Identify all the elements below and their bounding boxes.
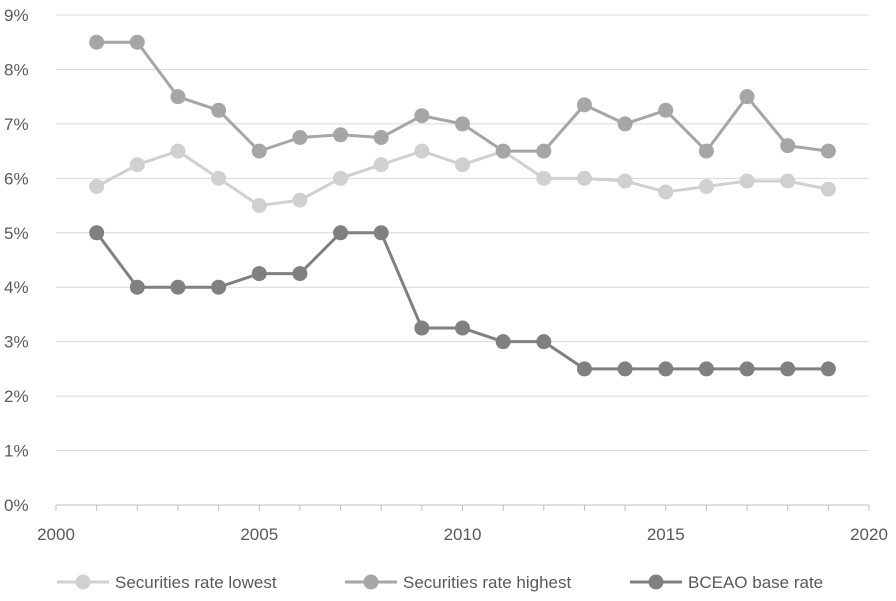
y-tick-label: 4% bbox=[4, 278, 29, 297]
y-tick-label: 9% bbox=[4, 6, 29, 25]
legend: Securities rate lowest Securities rate hi… bbox=[57, 573, 823, 592]
series-line bbox=[96, 40, 829, 153]
data-point bbox=[414, 320, 430, 336]
series-1 bbox=[89, 143, 836, 214]
data-point bbox=[495, 334, 511, 350]
data-point bbox=[739, 173, 755, 189]
data-point bbox=[211, 170, 227, 186]
legend-marker bbox=[363, 574, 379, 590]
y-axis-tick-labels: 0% 1% 2% 3% 4% 5% 6% 7% 8% 9% bbox=[4, 6, 29, 515]
series-line bbox=[95, 231, 829, 371]
data-point bbox=[129, 34, 145, 50]
data-point bbox=[211, 102, 227, 118]
data-point bbox=[698, 179, 714, 194]
data-point bbox=[455, 116, 470, 132]
y-tick-label: 8% bbox=[4, 60, 29, 79]
data-point bbox=[89, 34, 105, 50]
y-tick-label: 5% bbox=[4, 224, 29, 243]
data-point bbox=[820, 143, 836, 159]
legend-item: BCEAO base rate bbox=[630, 573, 823, 592]
data-point bbox=[251, 198, 267, 214]
data-point bbox=[170, 89, 186, 105]
data-point bbox=[576, 361, 592, 377]
data-point bbox=[536, 334, 552, 350]
data-point bbox=[170, 143, 186, 159]
x-tick-label: 2015 bbox=[647, 525, 685, 544]
data-point bbox=[820, 181, 836, 197]
gridlines bbox=[56, 14, 869, 452]
x-tick-label: 2010 bbox=[444, 525, 482, 544]
data-point bbox=[455, 157, 470, 173]
y-tick-label: 2% bbox=[4, 387, 29, 406]
data-point bbox=[373, 225, 389, 241]
series-2 bbox=[89, 34, 836, 159]
data-point bbox=[373, 130, 389, 145]
data-point bbox=[739, 89, 755, 105]
x-tick-label: 2020 bbox=[850, 525, 888, 544]
data-point bbox=[536, 143, 552, 159]
y-tick-label: 3% bbox=[4, 333, 29, 352]
y-tick-label: 1% bbox=[4, 442, 29, 461]
data-point bbox=[658, 102, 674, 118]
data-point bbox=[251, 266, 267, 282]
series-lines bbox=[89, 34, 836, 377]
data-point bbox=[292, 266, 308, 282]
data-point bbox=[576, 97, 592, 113]
data-point bbox=[251, 143, 267, 159]
data-point bbox=[495, 143, 511, 159]
data-point bbox=[780, 361, 796, 377]
data-point bbox=[129, 279, 145, 295]
data-point bbox=[658, 361, 674, 377]
data-point bbox=[576, 170, 592, 186]
legend-label: Securities rate highest bbox=[403, 573, 571, 592]
data-point bbox=[89, 179, 105, 194]
data-point bbox=[780, 138, 796, 154]
data-point bbox=[129, 157, 145, 173]
x-axis-tick-labels: 2000 2005 2010 2015 2020 bbox=[37, 525, 888, 544]
x-tick-label: 2000 bbox=[37, 525, 75, 544]
data-point bbox=[292, 192, 308, 208]
series-3 bbox=[89, 225, 836, 377]
legend-marker bbox=[648, 574, 664, 590]
data-point bbox=[698, 143, 714, 159]
y-tick-label: 7% bbox=[4, 115, 29, 134]
y-tick-label: 6% bbox=[4, 169, 29, 188]
data-point bbox=[536, 170, 552, 186]
legend-label: Securities rate lowest bbox=[115, 573, 277, 592]
data-point bbox=[170, 279, 186, 295]
x-axis bbox=[55, 504, 870, 511]
data-point bbox=[414, 108, 430, 124]
data-point bbox=[89, 225, 105, 241]
data-point bbox=[373, 157, 389, 173]
data-point bbox=[658, 184, 674, 200]
data-point bbox=[739, 361, 755, 377]
data-point bbox=[211, 279, 227, 295]
x-tick-label: 2005 bbox=[240, 525, 278, 544]
legend-marker bbox=[75, 574, 91, 590]
data-point bbox=[617, 173, 633, 189]
data-point bbox=[698, 361, 714, 377]
data-point bbox=[780, 173, 796, 189]
data-point bbox=[333, 225, 349, 241]
data-point bbox=[455, 320, 470, 336]
data-point bbox=[292, 130, 308, 145]
data-point bbox=[820, 361, 836, 377]
data-point bbox=[333, 127, 349, 143]
legend-item: Securities rate highest bbox=[345, 573, 571, 592]
data-point bbox=[617, 361, 633, 377]
legend-item: Securities rate lowest bbox=[57, 573, 277, 592]
data-point bbox=[617, 116, 633, 132]
data-point bbox=[333, 170, 349, 186]
y-tick-label: 0% bbox=[4, 496, 29, 515]
data-point bbox=[414, 143, 430, 159]
legend-label: BCEAO base rate bbox=[688, 573, 823, 592]
